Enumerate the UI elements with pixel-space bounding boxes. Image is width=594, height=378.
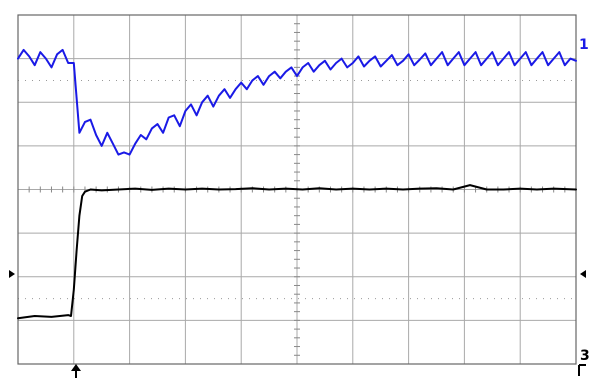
channel-3-label: 3 <box>580 348 590 364</box>
left-level-marker <box>9 270 15 278</box>
ch1-trace <box>17 48 577 156</box>
channel-markers: 1 3 <box>9 37 590 378</box>
channel-3-marker: 3 <box>578 348 590 376</box>
center-axis-ticks <box>28 23 566 356</box>
ch3-trace <box>17 184 577 320</box>
trigger-position-marker <box>71 364 81 378</box>
right-level-marker <box>580 270 586 278</box>
traces <box>17 48 577 320</box>
channel-1-label: 1 <box>579 37 589 53</box>
